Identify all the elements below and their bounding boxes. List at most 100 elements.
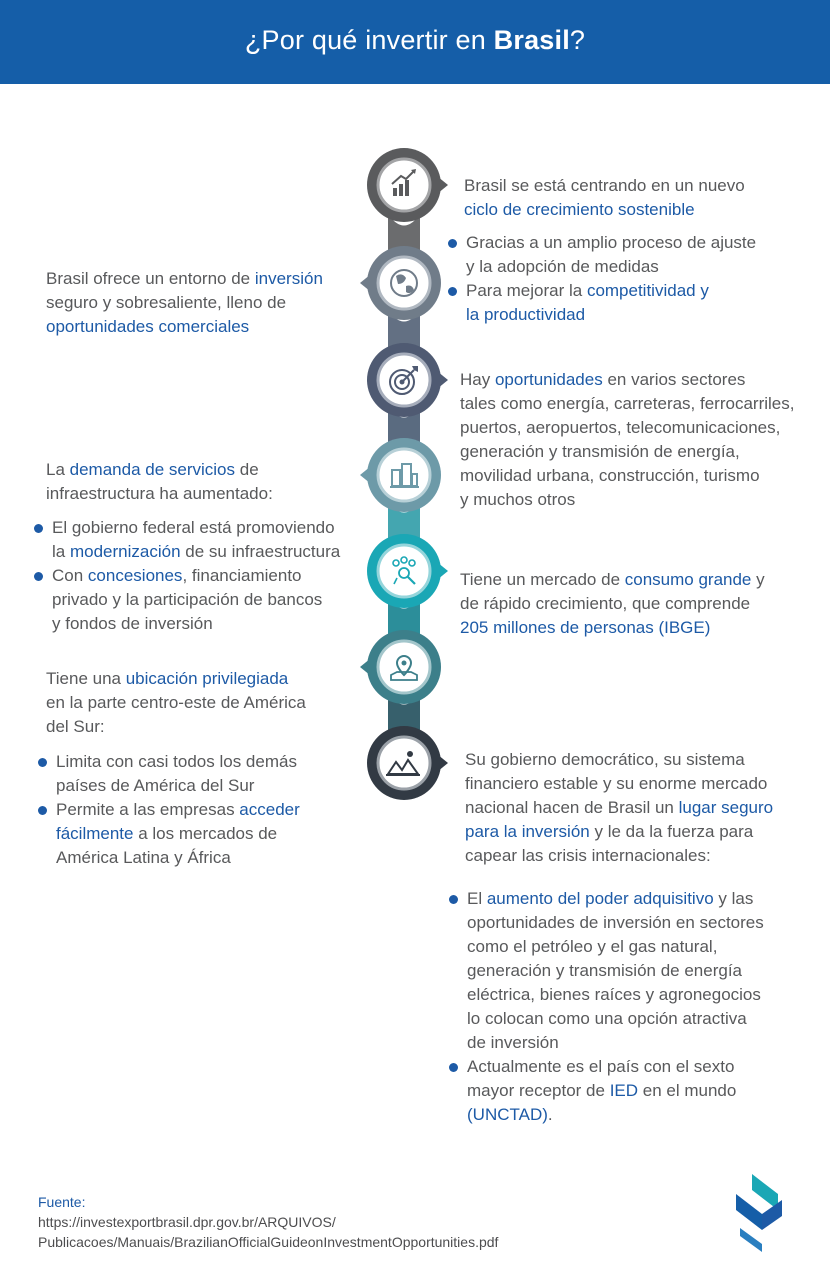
- text-line: de: [235, 460, 259, 479]
- highlight-text: oportunidades comerciales: [46, 317, 250, 336]
- text-line: lo colocan como una opción atractiva: [467, 1009, 747, 1028]
- bullet-item: El aumento del poder adquisitivo y las o…: [449, 887, 764, 1055]
- text-line: generación y transmisión de energía: [467, 961, 742, 980]
- left-block-environment: Brasil ofrece un entorno de inversión se…: [46, 267, 323, 339]
- bullet-item: Permite a las empresas acceder fácilment…: [38, 798, 300, 870]
- text-line: Su gobierno democrático, su sistema: [465, 750, 745, 769]
- text-line: de inversión: [467, 1033, 559, 1052]
- page-title: ¿Por qué invertir en Brasil?: [245, 25, 585, 56]
- bullet-item: Actualmente es el país con el sexto mayo…: [449, 1055, 764, 1127]
- highlight-text: la productividad: [466, 305, 586, 324]
- source-url-line: https://investexportbrasil.dpr.gov.br/AR…: [38, 1214, 336, 1230]
- text-line: de su infraestructura: [180, 542, 341, 561]
- text-line: financiero estable y su enorme mercado: [465, 774, 768, 793]
- bullet-item: Limita con casi todos los demás países d…: [38, 750, 300, 798]
- text-line: Limita con casi todos los demás: [56, 752, 297, 771]
- highlight-text: competitividad y: [586, 281, 709, 300]
- text-line: mayor receptor de: [467, 1081, 610, 1100]
- buildings-icon: [360, 438, 441, 512]
- text-line: oportunidades de inversión en sectores: [467, 913, 764, 932]
- text-line: América Latina y África: [56, 848, 231, 867]
- brand-logo-icon: [736, 1174, 782, 1252]
- highlight-text: concesiones: [87, 566, 183, 585]
- source-note: Fuente: https://investexportbrasil.dpr.g…: [38, 1192, 498, 1252]
- text-line: y: [751, 570, 765, 589]
- highlight-text: IED: [609, 1081, 639, 1100]
- highlight-text: lugar seguro: [678, 798, 774, 817]
- text-line: Permite a las empresas: [56, 800, 240, 819]
- highlight-text: acceder: [239, 800, 300, 819]
- left-block-infrastructure-bullets: El gobierno federal está promoviendo la …: [34, 516, 340, 636]
- highlight-text: inversión: [254, 269, 323, 288]
- text-line: generación y transmisión de energía,: [460, 442, 740, 461]
- text-line: del Sur:: [46, 717, 105, 736]
- title-suffix: ?: [569, 24, 586, 55]
- right-block-growth: Brasil se está centrando en un nuevo cic…: [464, 174, 745, 222]
- target-icon: [367, 343, 448, 417]
- highlight-text: (UNCTAD): [467, 1105, 548, 1124]
- title-prefix: ¿Por qué invertir en: [244, 24, 494, 55]
- text-line: a los mercados de: [133, 824, 278, 843]
- highlight-text: modernización: [69, 542, 181, 561]
- source-label: Fuente:: [38, 1194, 86, 1210]
- text-line: movilidad urbana, construcción, turismo: [460, 466, 760, 485]
- highlight-text: 205 millones de personas (IBGE): [460, 618, 711, 637]
- highlight-text: fácilmente: [56, 824, 134, 843]
- right-block-bullets: El aumento del poder adquisitivo y las o…: [449, 887, 764, 1127]
- bullet-item: Gracias a un amplio proceso de ajuste y …: [448, 231, 756, 279]
- text-line: El: [467, 889, 487, 908]
- text-line: y le da la fuerza para: [589, 822, 754, 841]
- text-line: Para mejorar la: [466, 281, 587, 300]
- highlight-text: aumento del poder adquisitivo: [486, 889, 714, 908]
- text-line: nacional hacen de Brasil un: [465, 798, 679, 817]
- right-block-adjustment: Gracias a un amplio proceso de ajuste y …: [448, 231, 756, 327]
- text-line: y muchos otros: [460, 490, 576, 509]
- text-line: y las: [713, 889, 754, 908]
- bullet-item: Con concesiones, financiamiento privado …: [34, 564, 340, 636]
- text-line: Gracias a un amplio proceso de ajuste: [466, 233, 757, 252]
- highlight-text: consumo grande: [624, 570, 752, 589]
- text-line: Con: [52, 566, 88, 585]
- highlight-text: demanda de servicios: [69, 460, 236, 479]
- globe-icon: [360, 246, 441, 320]
- right-block-consumer-market: Tiene un mercado de consumo grande y de …: [460, 568, 765, 640]
- right-block-opportunities: Hay oportunidades en varios sectores tal…: [460, 368, 794, 512]
- text-line: tales como energía, carreteras, ferrocar…: [460, 394, 795, 413]
- bullet-item: El gobierno federal está promoviendo la …: [34, 516, 340, 564]
- text-line: como el petróleo y el gas natural,: [467, 937, 718, 956]
- text-line: puertos, aeropuertos, telecomunicaciones…: [460, 418, 781, 437]
- bullet-item: Para mejorar la competitividad y la prod…: [448, 279, 756, 327]
- text-line: Tiene una: [46, 669, 126, 688]
- text-line: la: [52, 542, 70, 561]
- left-block-location-bullets: Limita con casi todos los demás países d…: [38, 750, 300, 870]
- header-banner: ¿Por qué invertir en Brasil?: [0, 0, 830, 84]
- text-line: capear las crisis internacionales:: [465, 846, 711, 865]
- map-pin-icon: [360, 630, 441, 704]
- text-line: eléctrica, bienes raíces y agronegocios: [467, 985, 761, 1004]
- left-block-infrastructure: La demanda de servicios de infraestructu…: [46, 458, 273, 506]
- text-line: Hay: [460, 370, 495, 389]
- text-line: privado y la participación de bancos: [52, 590, 323, 609]
- text-line: en la parte centro-este de América: [46, 693, 306, 712]
- text-line: Brasil se está centrando en un nuevo: [464, 176, 745, 195]
- people-network-icon: [367, 534, 448, 608]
- right-block-government: Su gobierno democrático, su sistema fina…: [465, 748, 773, 868]
- text-line: países de América del Sur: [56, 776, 255, 795]
- text-line: y la adopción de medidas: [466, 257, 659, 276]
- text-line: Tiene un mercado de: [460, 570, 625, 589]
- text-line: en varios sectores: [602, 370, 746, 389]
- text-line: seguro y sobresaliente, lleno de: [46, 293, 287, 312]
- text-line: Actualmente es el país con el sexto: [467, 1057, 735, 1076]
- text-line: Brasil ofrece un entorno de: [46, 269, 255, 288]
- growth-chart-icon: [367, 148, 448, 222]
- highlight-text: ubicación privilegiada: [125, 669, 289, 688]
- text-line: El gobierno federal está promoviendo: [52, 518, 335, 537]
- text-line: en el mundo: [638, 1081, 737, 1100]
- source-url-line: Publicacoes/Manuais/BrazilianOfficialGui…: [38, 1234, 499, 1250]
- highlight-text: ciclo de crecimiento sostenible: [464, 200, 695, 219]
- landscape-icon: [367, 726, 448, 800]
- highlight-text: para la inversión: [465, 822, 590, 841]
- highlight-text: oportunidades: [494, 370, 603, 389]
- title-bold: Brasil: [493, 24, 570, 55]
